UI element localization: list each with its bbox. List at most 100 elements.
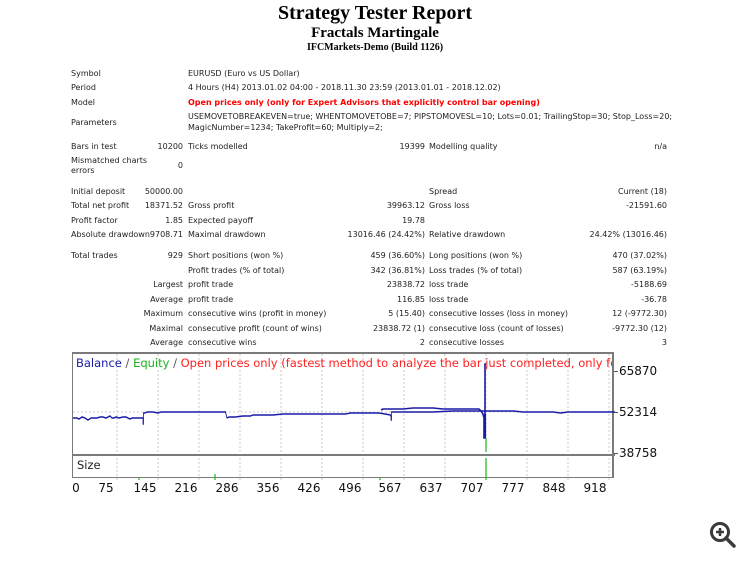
legend-model: Open prices only (fastest method to anal…: [180, 356, 612, 370]
gross-profit-label: Gross profit: [188, 201, 235, 210]
report-title: Strategy Tester Report: [277, 2, 473, 24]
y-tick-mark: [614, 412, 618, 413]
max-cons-wins-value: 5 (15.40): [388, 309, 425, 318]
total-trades-value: 929: [167, 251, 183, 260]
quality-value: n/a: [654, 142, 667, 151]
maximal-prefix: Maximal: [149, 324, 183, 333]
y-tick-label: 52314: [619, 405, 658, 419]
max-drawdown-value: 13016.46 (24.42%): [347, 230, 425, 239]
largest-profit-value: 23838.72: [386, 280, 425, 289]
x-tick-label: 707: [460, 481, 484, 495]
largest-loss-value: -5188.69: [631, 280, 667, 289]
parameters-line-2: MagicNumber=1234; TakeProfit=60; Multipl…: [188, 123, 383, 132]
avg-cons-wins-value: 2: [419, 338, 425, 347]
expected-payoff-value: 19.78: [402, 216, 425, 225]
balance-line-right: [380, 363, 486, 439]
gross-loss-label: Gross loss: [429, 201, 470, 210]
spread-label: Spread: [429, 187, 458, 196]
zoom-in-button[interactable]: [708, 520, 738, 550]
rel-drawdown-label: Relative drawdown: [429, 230, 506, 239]
size-panel-label: Size: [77, 458, 101, 472]
average-loss-label: loss trade: [429, 295, 469, 304]
x-tick-label: 356: [256, 481, 280, 495]
ea-name: Fractals Martingale: [311, 25, 439, 41]
initial-deposit-label: Initial deposit: [71, 187, 126, 196]
maximal-cons-loss-value: -9772.30 (12): [612, 324, 667, 333]
grid-lines: [73, 354, 613, 480]
legend-separator: /: [121, 356, 134, 370]
maximum-prefix: Maximum: [143, 309, 183, 318]
spread-value: Current (18): [617, 187, 667, 196]
chart-canvas: [73, 354, 615, 480]
long-positions-label: Long positions (won %): [429, 251, 523, 260]
largest-loss-label: loss trade: [429, 280, 469, 289]
max-cons-losses-label: consecutive losses (loss in money): [429, 309, 569, 318]
legend-equity: Equity: [133, 356, 170, 370]
x-tick-label: 777: [501, 481, 525, 495]
average-profit-label: profit trade: [188, 295, 234, 304]
x-tick-label: 496: [338, 481, 362, 495]
ticks-label: Ticks modelled: [188, 142, 248, 151]
parameters-label: Parameters: [71, 118, 117, 127]
avg-cons-losses-value: 3: [661, 338, 667, 347]
short-positions-label: Short positions (won %): [188, 251, 284, 260]
symbol-label: Symbol: [71, 69, 101, 78]
x-tick-label: 567: [378, 481, 402, 495]
y-tick-label: 38758: [619, 446, 658, 460]
largest-prefix: Largest: [153, 280, 183, 289]
initial-deposit-value: 50000.00: [144, 187, 183, 196]
gross-loss-value: -21591.60: [625, 201, 667, 210]
x-tick-label: 145: [133, 481, 157, 495]
quality-label: Modelling quality: [429, 142, 498, 151]
balance-chart: [72, 352, 615, 480]
y-tick-mark: [614, 453, 618, 454]
x-tick-label: 75: [98, 481, 114, 495]
loss-trades-value: 587 (63.19%): [612, 266, 667, 275]
x-tick-label: 0: [72, 481, 80, 495]
max-cons-wins-label: consecutive wins (profit in money): [188, 309, 327, 318]
chart-legend: Balance / Equity / Open prices only (fas…: [76, 356, 612, 370]
x-tick-label: 848: [542, 481, 566, 495]
maximal-cons-loss-label: consecutive loss (count of losses): [429, 324, 564, 333]
avg-cons-wins-label: consecutive wins: [188, 338, 257, 347]
bars-value: 10200: [157, 142, 183, 151]
mismatched-value: 0: [177, 161, 183, 170]
average-profit-value: 116.85: [397, 295, 425, 304]
long-positions-value: 470 (37.02%): [612, 251, 667, 260]
y-tick-mark: [614, 371, 618, 372]
x-tick-label: 286: [215, 481, 239, 495]
mismatched-label-2: errors: [71, 166, 95, 175]
profit-factor-label: Profit factor: [71, 216, 118, 225]
ticks-value: 19399: [399, 142, 425, 151]
period-value: 4 Hours (H4) 2013.01.02 04:00 - 2018.11.…: [188, 83, 501, 92]
y-tick-label: 65870: [619, 364, 658, 378]
abs-drawdown-label: Absolute drawdown: [71, 230, 150, 239]
bars-label: Bars in test: [71, 142, 117, 151]
average2-prefix: Average: [150, 338, 183, 347]
max-cons-losses-value: 12 (-9772.30): [612, 309, 667, 318]
net-profit-value: 18371.52: [144, 201, 183, 210]
largest-profit-label: profit trade: [188, 280, 234, 289]
gross-profit-value: 39963.12: [386, 201, 425, 210]
legend-balance: Balance: [76, 356, 122, 370]
x-tick-label: 918: [583, 481, 607, 495]
total-trades-label: Total trades: [71, 251, 118, 260]
rel-drawdown-value: 24.42% (13016.46): [589, 230, 667, 239]
size-bars: [138, 458, 487, 480]
profit-trades-value: 342 (36.81%): [370, 266, 425, 275]
model-value: Open prices only (only for Expert Adviso…: [188, 98, 540, 107]
profit-factor-value: 1.85: [165, 216, 183, 225]
x-tick-label: 426: [297, 481, 321, 495]
loss-trades-label: Loss trades (% of total): [429, 266, 523, 275]
model-label: Model: [71, 98, 96, 107]
expected-payoff-label: Expected payoff: [188, 216, 253, 225]
abs-drawdown-value: 9708.71: [149, 230, 183, 239]
average-prefix: Average: [150, 295, 183, 304]
symbol-value: EURUSD (Euro vs US Dollar): [188, 69, 300, 78]
zoom-in-icon: [710, 522, 736, 548]
avg-cons-losses-label: consecutive losses: [429, 338, 505, 347]
short-positions-value: 459 (36.60%): [370, 251, 425, 260]
x-tick-label: 216: [174, 481, 198, 495]
balance-line: [73, 410, 615, 425]
x-tick-label: 637: [419, 481, 443, 495]
